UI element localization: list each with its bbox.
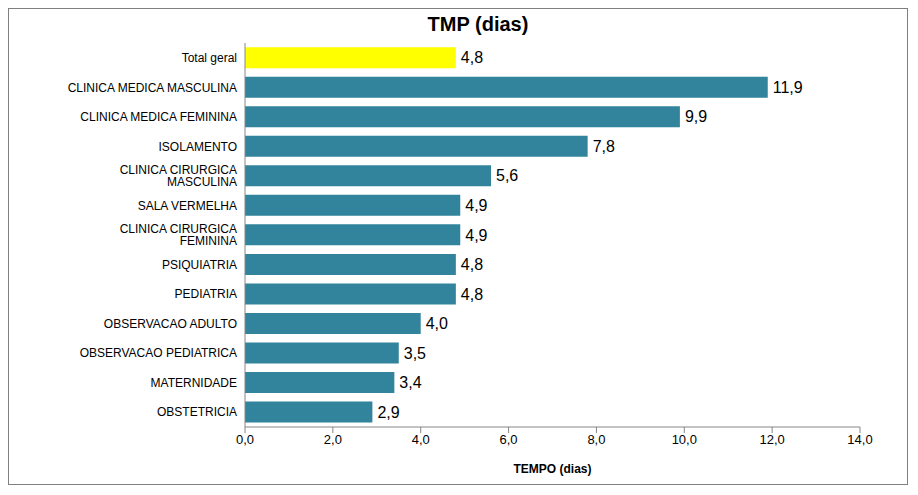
svg-text:TEMPO (dias): TEMPO (dias)	[513, 462, 591, 476]
html-text:TMP (dias): TMP (dias)	[427, 13, 529, 35]
svg-text:4,8: 4,8	[461, 256, 483, 273]
svg-text:CLINICA MEDICA FEMININA: CLINICA MEDICA FEMININA	[80, 110, 237, 124]
svg-text:12,0: 12,0	[759, 432, 784, 447]
svg-text:PEDIATRIA: PEDIATRIA	[175, 287, 237, 301]
svg-text:5,6: 5,6	[496, 167, 518, 184]
svg-text:6,0: 6,0	[500, 432, 518, 447]
svg-text:CLINICA CIRURGICAFEMININA: CLINICA CIRURGICAFEMININA	[120, 222, 237, 248]
svg-text:2,9: 2,9	[377, 404, 399, 421]
svg-text:OBSTETRICIA: OBSTETRICIA	[157, 405, 237, 419]
svg-text:OBSERVACAO PEDIATRICA: OBSERVACAO PEDIATRICA	[80, 346, 237, 360]
svg-text:0,0: 0,0	[236, 432, 254, 447]
svg-text:PSIQUIATRIA: PSIQUIATRIA	[162, 258, 237, 272]
svg-text:SALA VERMELHA: SALA VERMELHA	[138, 199, 237, 213]
svg-text:3,5: 3,5	[404, 345, 426, 362]
svg-text:10,0: 10,0	[672, 432, 697, 447]
svg-text:14,0: 14,0	[847, 432, 872, 447]
svg-text:4,9: 4,9	[465, 197, 487, 214]
svg-text:ISOLAMENTO: ISOLAMENTO	[159, 140, 237, 154]
svg-text:MATERNIDADE: MATERNIDADE	[151, 376, 237, 390]
svg-text:OBSERVACAO ADULTO: OBSERVACAO ADULTO	[104, 317, 237, 331]
svg-text:CLINICA CIRURGICAMASCULINA: CLINICA CIRURGICAMASCULINA	[120, 163, 237, 189]
svg-text:4,9: 4,9	[465, 227, 487, 244]
svg-text:11,9: 11,9	[773, 79, 803, 96]
svg-text:3,4: 3,4	[399, 374, 421, 391]
svg-text:4,8: 4,8	[461, 286, 483, 303]
svg-text:Total geral: Total geral	[182, 51, 237, 65]
svg-text:CLINICA MEDICA MASCULINA: CLINICA MEDICA MASCULINA	[68, 81, 237, 95]
svg-text:4,0: 4,0	[426, 315, 448, 332]
svg-text:7,8: 7,8	[593, 138, 615, 155]
svg-text:8,0: 8,0	[587, 432, 605, 447]
svg-text:4,8: 4,8	[461, 49, 483, 66]
svg-text:9,9: 9,9	[685, 108, 707, 125]
svg-text:2,0: 2,0	[324, 432, 342, 447]
svg-text:4,0: 4,0	[412, 432, 430, 447]
